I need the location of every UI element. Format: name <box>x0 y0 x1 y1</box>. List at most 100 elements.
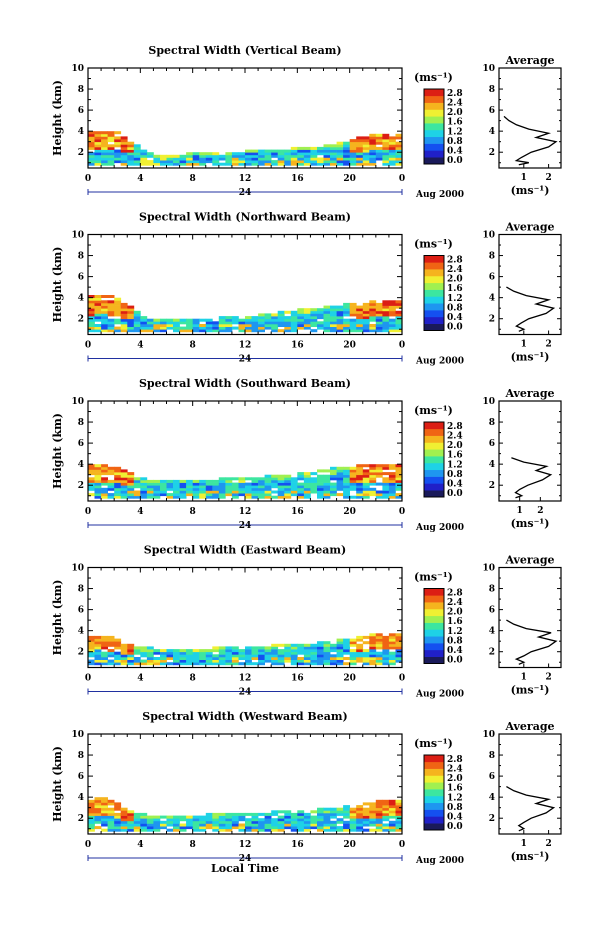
heatmap-cell <box>225 329 233 333</box>
heatmap-cell <box>133 149 141 153</box>
heatmap-cell <box>245 651 252 655</box>
heatmap-cell <box>218 316 226 320</box>
heatmap-cell <box>238 651 246 655</box>
heatmap-cell <box>133 823 141 827</box>
heatmap-cell <box>140 493 148 497</box>
heatmap-cell <box>323 469 331 473</box>
heatmap-cell <box>107 818 115 822</box>
heatmap-cell <box>343 641 350 645</box>
heatmap-cell <box>94 310 102 314</box>
heatmap-cell <box>310 313 318 317</box>
heatmap-cell <box>245 316 252 320</box>
heatmap-cell <box>349 326 357 330</box>
heatmap-cell <box>336 662 344 666</box>
heatmap-cell <box>127 305 135 309</box>
colorbar-swatch <box>424 595 444 603</box>
colorbar-frame <box>423 754 445 831</box>
heatmap-cell <box>107 485 115 489</box>
heatmap-cell <box>173 490 180 494</box>
heatmap-cell <box>317 479 324 483</box>
heatmap-cell <box>336 482 344 486</box>
heatmap-cell <box>349 649 357 653</box>
heatmap-cell <box>395 133 403 137</box>
x-tick-label: 4 <box>137 174 143 184</box>
heatmap-cell <box>88 479 95 483</box>
heatmap-cell <box>382 139 390 143</box>
heatmap-cell <box>310 324 318 327</box>
heatmap-cell <box>101 464 108 468</box>
heatmap-cell <box>88 321 95 325</box>
heatmap-cell <box>382 812 390 816</box>
heatmap-cell <box>336 313 344 317</box>
heatmap-cell <box>369 305 377 309</box>
heatmap-cell <box>88 493 95 497</box>
heatmap-cell <box>94 810 102 814</box>
heatmap-cell <box>245 490 252 494</box>
heatmap-cell <box>271 162 279 166</box>
heatmap-cell <box>330 654 337 658</box>
heatmap-cell <box>88 469 95 473</box>
heatmap-cell <box>88 146 95 150</box>
average-x-tick-label: 2 <box>545 839 551 849</box>
heatmap-cell <box>290 490 298 494</box>
heatmap-cell <box>349 324 357 327</box>
heatmap-cell <box>323 823 331 827</box>
average-y-tick-label: 10 <box>482 64 495 74</box>
heatmap-cell <box>330 815 337 819</box>
heatmap-cell <box>205 651 213 655</box>
average-x-tick-label: 1 <box>521 340 527 350</box>
heatmap-cell <box>153 659 161 663</box>
heatmap-cell <box>101 641 108 645</box>
heatmap-cell <box>94 812 102 816</box>
heatmap-cell <box>133 329 141 333</box>
heatmap-cell <box>356 321 364 325</box>
heatmap-cell <box>290 651 298 655</box>
heatmap-cell <box>199 662 207 666</box>
heatmap-cell <box>205 152 213 156</box>
heatmap-cell <box>330 493 337 497</box>
heatmap-cell <box>264 828 272 832</box>
heatmap-cell <box>382 643 390 647</box>
heatmap-cell <box>317 310 324 314</box>
colorbar-tick-label: 1.2 <box>447 627 463 637</box>
heatmap-cell <box>382 302 390 306</box>
heatmap-cell <box>310 657 318 660</box>
heatmap-cell <box>388 659 396 663</box>
heatmap-cell <box>133 485 141 489</box>
heatmap-cell <box>94 635 102 639</box>
average-profile-line <box>511 457 553 499</box>
colorbar-frame <box>423 88 445 165</box>
heatmap-cell <box>388 326 396 330</box>
heatmap-cell <box>107 131 115 135</box>
heatmap-cell <box>127 154 135 158</box>
heatmap-cell <box>382 493 390 497</box>
heatmap-cell <box>369 805 377 809</box>
heatmap-cell <box>101 490 108 494</box>
heatmap-cell <box>140 820 148 824</box>
heatmap-cell <box>375 318 383 322</box>
heatmap-cell <box>120 812 128 816</box>
heatmap-cell <box>336 659 344 663</box>
heatmap-cell <box>395 651 403 655</box>
heatmap-cell <box>94 818 102 822</box>
heatmap-cell <box>388 149 396 153</box>
heatmap-cell <box>94 799 102 803</box>
colorbar-swatch <box>424 150 444 158</box>
heatmap-cell <box>140 487 148 491</box>
heatmap-cell <box>179 160 187 164</box>
heatmap-cell <box>212 487 220 491</box>
heatmap-cell <box>290 493 298 497</box>
heatmap-cell <box>114 641 122 645</box>
heatmap-cell <box>120 643 128 647</box>
heatmap-cell <box>395 818 403 822</box>
heatmap-cell <box>330 152 337 156</box>
heatmap-cell <box>114 313 122 317</box>
heatmap-cell <box>101 638 108 642</box>
heatmap-cell <box>186 654 193 658</box>
heatmap-cell <box>388 828 396 832</box>
heatmap-cell <box>356 479 364 483</box>
heatmap-cell <box>238 329 246 333</box>
heatmap-cell <box>343 141 350 145</box>
heatmap-cell <box>336 487 344 491</box>
heatmap-cell <box>277 329 285 333</box>
